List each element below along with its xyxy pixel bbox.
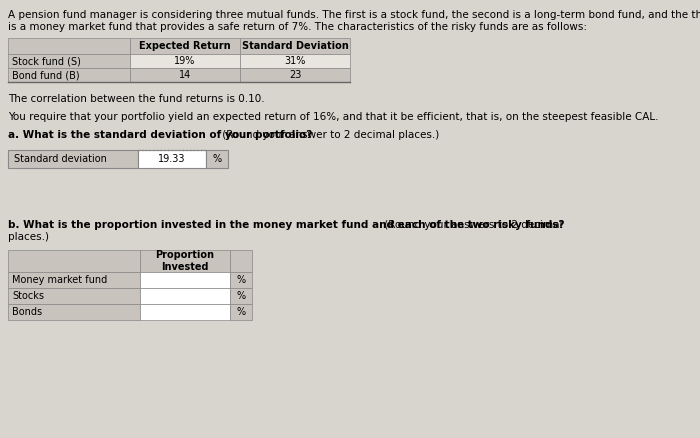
FancyBboxPatch shape: [8, 150, 138, 168]
Text: Expected Return: Expected Return: [139, 41, 231, 51]
FancyBboxPatch shape: [130, 54, 240, 68]
FancyBboxPatch shape: [140, 304, 230, 320]
Text: Bonds: Bonds: [12, 307, 42, 317]
FancyBboxPatch shape: [240, 38, 350, 54]
Text: %: %: [237, 291, 246, 301]
FancyBboxPatch shape: [240, 68, 350, 82]
Text: Stock fund (S): Stock fund (S): [12, 56, 81, 66]
Text: %: %: [212, 154, 222, 164]
FancyBboxPatch shape: [138, 150, 206, 168]
Text: %: %: [237, 307, 246, 317]
FancyBboxPatch shape: [230, 272, 252, 288]
FancyBboxPatch shape: [8, 68, 130, 82]
Text: places.): places.): [8, 232, 49, 242]
FancyBboxPatch shape: [140, 250, 230, 272]
FancyBboxPatch shape: [140, 272, 230, 288]
Text: You require that your portfolio yield an expected return of 16%, and that it be : You require that your portfolio yield an…: [8, 112, 659, 122]
Text: (Round your answer to 2 decimal places.): (Round your answer to 2 decimal places.): [218, 130, 439, 140]
FancyBboxPatch shape: [8, 250, 140, 272]
Text: The correlation between the fund returns is 0.10.: The correlation between the fund returns…: [8, 94, 265, 104]
Text: 19.33: 19.33: [158, 154, 186, 164]
FancyBboxPatch shape: [8, 272, 140, 288]
FancyBboxPatch shape: [230, 304, 252, 320]
FancyBboxPatch shape: [8, 288, 140, 304]
FancyBboxPatch shape: [8, 304, 140, 320]
Text: (Round your answers to 2 decimal: (Round your answers to 2 decimal: [381, 220, 562, 230]
FancyBboxPatch shape: [230, 288, 252, 304]
Text: Standard Deviation: Standard Deviation: [241, 41, 349, 51]
Text: Proportion
Invested: Proportion Invested: [155, 250, 214, 272]
Text: is a money market fund that provides a safe return of 7%. The characteristics of: is a money market fund that provides a s…: [8, 22, 587, 32]
FancyBboxPatch shape: [130, 38, 240, 54]
Text: 23: 23: [289, 70, 301, 80]
Text: 31%: 31%: [284, 56, 306, 66]
Text: 14: 14: [179, 70, 191, 80]
FancyBboxPatch shape: [130, 68, 240, 82]
FancyBboxPatch shape: [240, 54, 350, 68]
Text: b. What is the proportion invested in the money market fund and each of the two : b. What is the proportion invested in th…: [8, 220, 564, 230]
Text: a. What is the standard deviation of your portfolio?: a. What is the standard deviation of you…: [8, 130, 312, 140]
Text: Stocks: Stocks: [12, 291, 44, 301]
FancyBboxPatch shape: [8, 38, 130, 54]
Text: 19%: 19%: [174, 56, 196, 66]
FancyBboxPatch shape: [206, 150, 228, 168]
Text: Bond fund (B): Bond fund (B): [12, 70, 80, 80]
Text: Standard deviation: Standard deviation: [14, 154, 107, 164]
Text: %: %: [237, 275, 246, 285]
FancyBboxPatch shape: [8, 54, 130, 68]
FancyBboxPatch shape: [140, 288, 230, 304]
FancyBboxPatch shape: [230, 250, 252, 272]
Text: A pension fund manager is considering three mutual funds. The first is a stock f: A pension fund manager is considering th…: [8, 10, 700, 20]
Text: Money market fund: Money market fund: [12, 275, 107, 285]
